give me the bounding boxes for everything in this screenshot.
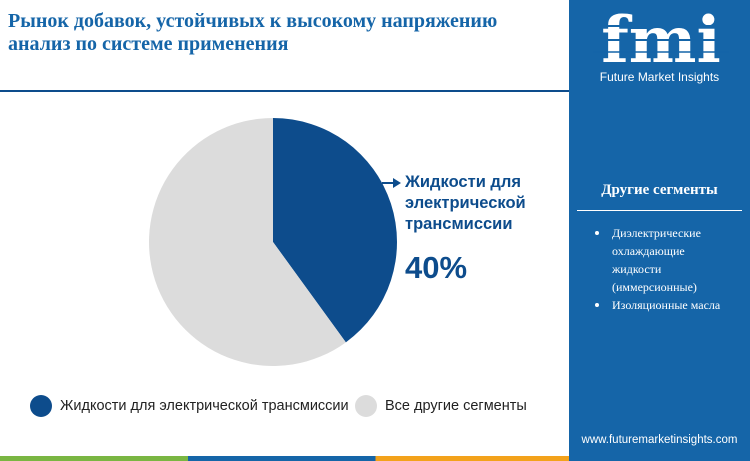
list-item: Изоляционные масла bbox=[591, 296, 731, 314]
other-segments-title: Другие сегменты bbox=[601, 182, 718, 198]
pie-slice-other bbox=[148, 118, 346, 367]
pie-slice-primary bbox=[273, 118, 397, 343]
brand-name: Future Market Insights bbox=[599, 70, 720, 84]
callout-arrow-icon bbox=[382, 178, 401, 188]
fmi-logo: fmi bbox=[593, 6, 729, 68]
pie-chart bbox=[148, 118, 397, 367]
fmi-logo-text: fmi bbox=[601, 6, 721, 68]
title-divider bbox=[0, 90, 569, 92]
other-segments-list: Диэлектрические охлаждающие жидкости (им… bbox=[591, 224, 731, 314]
sidebar: fmi Future Market Insights Другие сегмен… bbox=[569, 0, 750, 461]
legend-label-other: Все другие сегменты bbox=[385, 398, 527, 414]
callout-label: Жидкости для электрической трансмиссии bbox=[405, 173, 526, 233]
page-title: Рынок добавок, устойчивых к высокому нап… bbox=[8, 10, 498, 55]
list-item: Диэлектрические охлаждающие жидкости (им… bbox=[591, 224, 731, 296]
legend-label-primary: Жидкости для электрической трансмиссии bbox=[60, 398, 349, 414]
legend-swatch-primary bbox=[30, 395, 52, 417]
callout-value: 40% bbox=[405, 250, 468, 285]
other-segments-divider bbox=[577, 210, 742, 211]
website-link[interactable]: www.futuremarketinsights.com bbox=[581, 434, 738, 446]
footer-color-bar bbox=[0, 456, 569, 461]
legend-swatch-other bbox=[355, 395, 377, 417]
legend-item-primary: Жидкости для электрической трансмиссии bbox=[30, 395, 355, 419]
